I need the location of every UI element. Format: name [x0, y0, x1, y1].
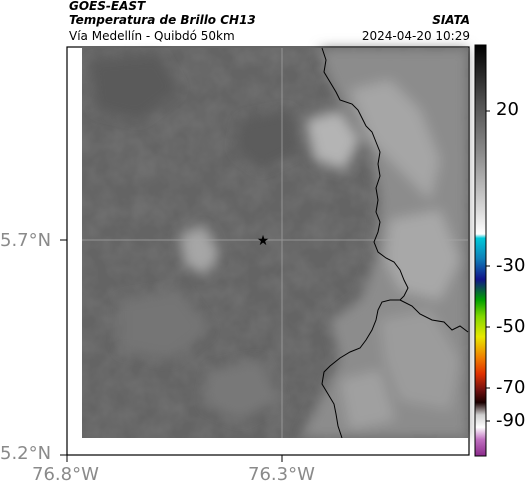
map-frame — [66, 46, 470, 456]
colorbar-tick-minus50: -50 — [496, 316, 526, 337]
colorbar-tick-minus90: -90 — [496, 410, 526, 431]
brightness-temperature-field — [82, 48, 468, 438]
map-gridlines — [67, 48, 468, 455]
timestamp: 2024-04-20 10:29 — [361, 29, 470, 43]
colorbar-tick-minus70: -70 — [496, 377, 526, 398]
organization-label: SIATA — [432, 13, 470, 27]
colorbar-tick-minus30: -30 — [496, 255, 526, 276]
satellite-title: GOES-EAST — [69, 0, 146, 13]
lat-label-5.2: 5.2°N — [0, 443, 52, 464]
lat-label-5.7: 5.7°N — [0, 230, 52, 251]
colorbar — [474, 44, 490, 457]
colorbar-tick-20: 20 — [496, 99, 519, 120]
star-icon: ★ — [257, 233, 270, 249]
department-boundaries — [321, 47, 469, 439]
lon-label-76.3: 76.3°W — [248, 464, 315, 485]
product-title: Temperatura de Brillo CH13 — [69, 13, 256, 27]
region-subtitle: Vía Medellín - Quibdó 50km — [69, 29, 235, 43]
lon-label-76.8: 76.8°W — [32, 464, 99, 485]
